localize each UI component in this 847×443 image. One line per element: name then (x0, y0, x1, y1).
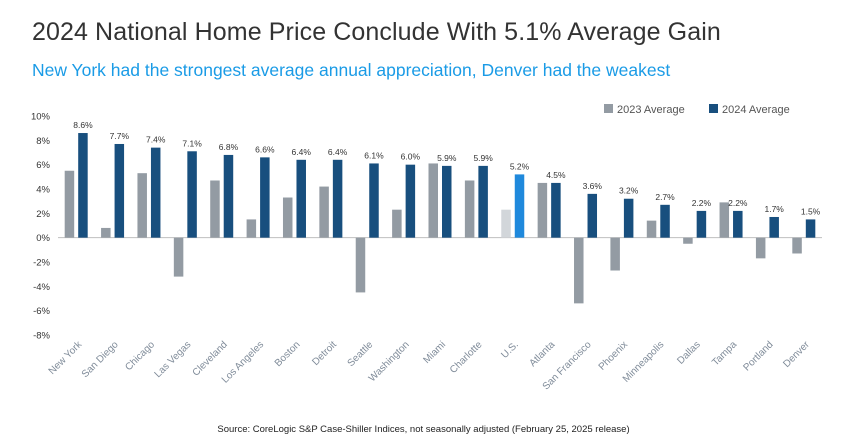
data-label: 5.9% (437, 153, 457, 163)
bar-2023 (464, 180, 475, 238)
bar-2024 (551, 182, 561, 238)
y-tick-label: 10% (31, 112, 51, 123)
y-tick-label: -4% (33, 282, 50, 293)
data-label: 2.2% (692, 198, 712, 208)
data-label: 7.1% (182, 138, 202, 148)
data-label: 2.2% (728, 198, 748, 208)
legend-swatch-2024 (709, 104, 718, 113)
chart-title: 2024 National Home Price Conclude With 5… (32, 18, 721, 46)
bar-2024 (696, 210, 707, 238)
bar-2024 (660, 204, 670, 238)
y-tick-label: 6% (36, 160, 50, 171)
x-tick-label: Detroit (310, 339, 339, 368)
x-tick-label: Denver (781, 339, 812, 370)
bar-2024 (478, 165, 488, 238)
x-tick-label: Portland (741, 339, 775, 373)
bar-2024 (150, 147, 161, 238)
x-tick-label: Charlotte (448, 339, 485, 376)
bar-2023 (173, 237, 184, 277)
bar-2024 (405, 164, 416, 238)
x-tick-label: New York (47, 339, 85, 377)
data-label: 3.6% (583, 181, 603, 191)
x-tick-label: Chicago (123, 339, 157, 373)
x-tick-label: Seattle (346, 339, 376, 369)
data-label: 6.6% (255, 144, 275, 154)
data-label: 6.0% (401, 152, 421, 162)
data-label: 4.5% (546, 170, 566, 180)
chart-subtitle: New York had the strongest average annua… (32, 60, 671, 80)
bar-2024 (187, 151, 197, 238)
bar-2024 (114, 143, 125, 238)
bar-2024 (733, 210, 743, 238)
x-tick-label: Phoenix (597, 339, 630, 372)
y-tick-label: 4% (36, 185, 50, 196)
bar-2023 (501, 209, 511, 238)
x-tick-label: San Diego (80, 339, 121, 380)
y-tick-label: -8% (33, 331, 50, 342)
bar-2023 (137, 173, 147, 238)
data-label: 6.1% (364, 150, 384, 160)
data-label: 5.9% (473, 153, 493, 163)
data-label: 2.7% (655, 192, 675, 202)
data-label: 1.5% (801, 206, 821, 216)
y-tick-label: 8% (36, 136, 50, 147)
x-tick-label: Dallas (675, 339, 702, 366)
legend-swatch-2023 (604, 104, 613, 113)
source-note: Source: CoreLogic S&P Case-Shiller Indic… (217, 424, 630, 435)
data-label: 3.2% (619, 186, 639, 196)
bar-2024 (78, 133, 88, 238)
bar-2023 (792, 237, 802, 254)
bar-2023 (319, 186, 329, 238)
x-tick-label: Boston (273, 339, 303, 369)
bar-2023 (355, 237, 366, 293)
bar-2023 (428, 163, 438, 238)
data-label: 7.7% (110, 131, 130, 141)
bar-2023 (755, 237, 766, 259)
data-label: 8.6% (73, 120, 93, 130)
y-tick-label: 2% (36, 209, 50, 220)
data-label: 6.4% (328, 147, 348, 157)
bar-2023 (683, 237, 693, 244)
bar-2024 (587, 193, 598, 238)
y-tick-label: -2% (33, 258, 50, 269)
bar-2023 (210, 180, 220, 238)
bar-2024 (296, 159, 306, 238)
y-tick-label: 0% (36, 233, 50, 244)
bar-2024 (332, 159, 343, 238)
x-tick-label: Atlanta (527, 339, 557, 369)
x-tick-label: U.S. (499, 339, 521, 361)
bar-2023 (282, 197, 293, 238)
x-tick-label: Tampa (710, 339, 739, 368)
bar-2023 (101, 227, 111, 238)
bar-2024 (223, 154, 234, 238)
bar-2023 (64, 170, 75, 238)
bar-2023 (610, 237, 620, 271)
x-tick-label: Miami (421, 339, 448, 366)
bar-2023 (574, 237, 584, 304)
bar-2023 (392, 209, 402, 238)
bar-2024 (442, 165, 452, 238)
bar-2024 (514, 174, 525, 238)
bar-2024 (623, 198, 634, 238)
data-label: 7.4% (146, 135, 166, 145)
data-label: 6.8% (219, 142, 239, 152)
data-label: 1.7% (764, 204, 784, 214)
legend-label-2024: 2024 Average (722, 104, 790, 116)
bar-2023 (719, 202, 730, 238)
data-label: 6.4% (292, 147, 312, 157)
bar-2023 (537, 182, 548, 238)
bar-2023 (646, 220, 657, 238)
bar-2024 (805, 219, 816, 238)
bar-2024 (369, 163, 379, 238)
bar-2024 (769, 216, 779, 238)
legend-label-2023: 2023 Average (617, 104, 685, 116)
y-tick-label: -6% (33, 306, 50, 317)
bar-2024 (260, 157, 270, 238)
bar-2023 (246, 219, 257, 238)
data-label: 5.2% (510, 161, 530, 171)
x-tick-label: Las Vegas (153, 339, 194, 380)
